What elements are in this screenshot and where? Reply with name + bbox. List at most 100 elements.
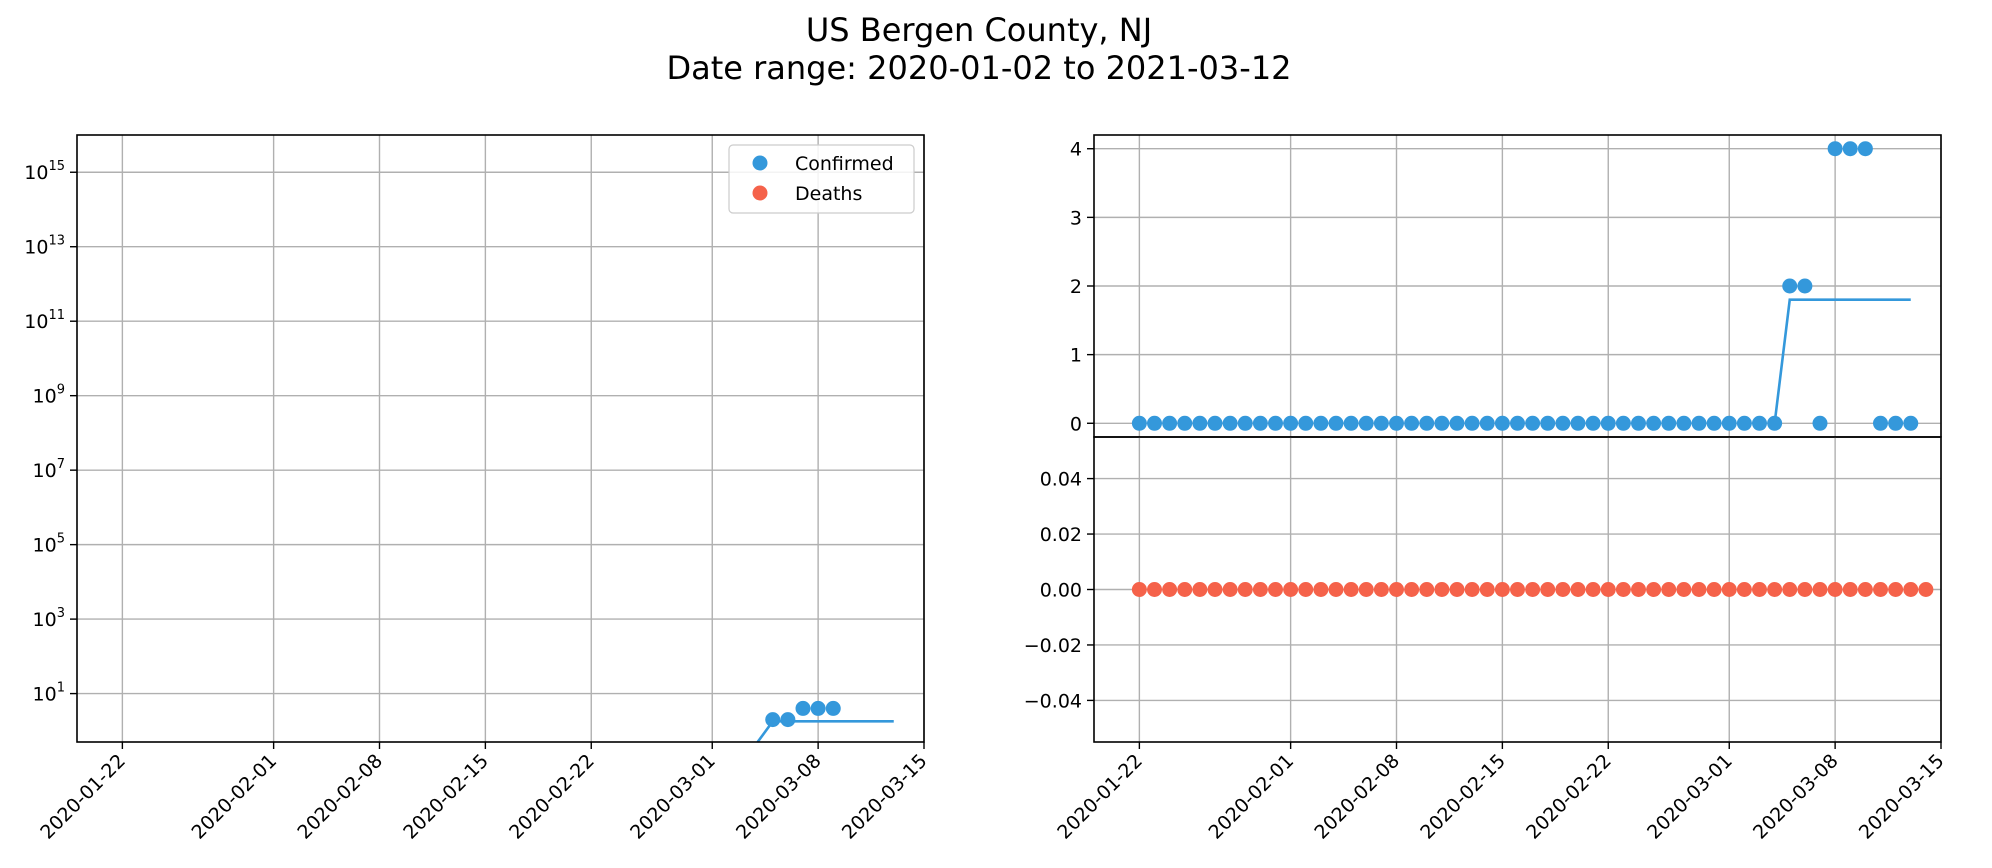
deaths-point [1857, 582, 1873, 597]
deaths-point [1555, 582, 1571, 597]
y-tick-label: 0.00 [1040, 580, 1082, 602]
deaths-point [1252, 582, 1268, 597]
deaths-point [1222, 582, 1238, 597]
confirmed-point [1207, 415, 1223, 431]
confirmed-point [1782, 278, 1798, 294]
confirmed-point [1525, 415, 1541, 431]
deaths-point [1343, 582, 1359, 597]
x-tick-label: 2020-03-01 [626, 750, 720, 844]
y-tick-label: 1 [1070, 345, 1082, 367]
deaths-point [1328, 582, 1344, 597]
confirmed-point [1903, 415, 1919, 431]
y-tick-label: 105 [33, 532, 65, 557]
x-tick-label: 2020-03-15 [838, 750, 932, 844]
confirmed-point [810, 700, 826, 716]
confirmed-point [1419, 415, 1435, 431]
confirmed-point [1162, 415, 1178, 431]
confirmed-point [765, 712, 781, 728]
deaths-point [1389, 582, 1404, 597]
x-tick-label: 2020-03-08 [732, 750, 826, 844]
deaths-point [1918, 582, 1934, 597]
confirmed-point [1873, 415, 1888, 431]
legend-marker-deaths [752, 185, 768, 201]
y-tick-label: −0.04 [1024, 690, 1082, 712]
x-tick-label: 2020-02-15 [1416, 750, 1510, 844]
confirmed-point [1313, 415, 1329, 431]
x-tick-label: 2020-01-22 [1053, 750, 1147, 844]
deaths-point [1419, 582, 1435, 597]
confirmed-point [1252, 415, 1268, 431]
deaths-point [1888, 582, 1904, 597]
deaths-point [1283, 582, 1299, 597]
confirmed-point [1752, 415, 1767, 431]
x-tick-label: 2020-03-08 [1749, 750, 1843, 844]
confirmed-point [1283, 415, 1299, 431]
confirmed-point [1358, 415, 1374, 431]
confirmed-point [1857, 141, 1873, 157]
y-tick-label: 1013 [24, 234, 65, 259]
deaths-point [1147, 582, 1162, 597]
x-tick-label: 2020-01-22 [36, 750, 130, 844]
legend-label-confirmed: Confirmed [795, 153, 894, 175]
deaths-point [1449, 582, 1465, 597]
y-tick-label: −0.02 [1024, 635, 1082, 657]
confirmed-point [1631, 415, 1646, 431]
confirmed-point [1570, 415, 1586, 431]
confirmed-point [1691, 415, 1707, 431]
y-tick-label: 101 [33, 681, 65, 706]
deaths-point [1873, 582, 1888, 597]
confirmed-point [1827, 141, 1843, 157]
confirmed-point [1237, 415, 1253, 431]
legend-box [728, 144, 915, 214]
confirmed-point [1676, 415, 1692, 431]
deaths-point [1706, 582, 1722, 597]
deaths-point [1842, 582, 1858, 597]
confirmed-point [1555, 415, 1571, 431]
confirmed-point [1797, 278, 1813, 294]
confirmed-point [1706, 415, 1722, 431]
deaths-point [1721, 582, 1737, 597]
y-tick-label: 103 [33, 606, 65, 631]
deaths-point [1162, 582, 1178, 597]
deaths-point [1540, 582, 1556, 597]
deaths-point [1525, 582, 1541, 597]
deaths-point [1570, 582, 1586, 597]
deaths-point [1207, 582, 1223, 597]
y-tick-label: 3 [1070, 207, 1082, 229]
confirmed-point [1479, 415, 1495, 431]
y-tick-label: 1011 [24, 308, 65, 333]
x-tick-label: 2020-02-08 [1310, 750, 1404, 844]
y-tick-label: 4 [1070, 139, 1082, 161]
deaths-point [1177, 582, 1193, 597]
figure-date-range: Date range: 2020-01-02 to 2021-03-12 [666, 49, 1291, 87]
confirmed-point [1510, 415, 1525, 431]
left-plot-frame [76, 134, 925, 743]
chart-legend: Confirmed Deaths [728, 144, 915, 214]
deaths-point [1797, 582, 1813, 597]
deaths-point [1691, 582, 1707, 597]
deaths-point [1827, 582, 1843, 597]
deaths-point [1479, 582, 1495, 597]
x-tick-label: 2020-02-22 [1522, 750, 1616, 844]
deaths-point [1631, 582, 1646, 597]
deaths-point [1464, 582, 1480, 597]
x-tick-label: 2020-02-01 [188, 750, 282, 844]
deaths-point [1767, 582, 1783, 597]
confirmed-point [1373, 415, 1389, 431]
x-tick-label: 2020-02-22 [505, 750, 599, 844]
confirmed-point [1661, 415, 1677, 431]
confirmed-point [1767, 415, 1783, 431]
confirmed-point [1268, 415, 1283, 431]
deaths-point [1615, 582, 1631, 597]
x-tick-label: 2020-03-15 [1855, 750, 1949, 844]
deaths-point [1661, 582, 1677, 597]
deaths-point [1373, 582, 1389, 597]
deaths-point [1404, 582, 1420, 597]
right-top-confirmed-chart: 0 1 2 3 4 [1070, 134, 1942, 438]
y-tick-label: 1015 [24, 159, 65, 184]
confirmed-point [825, 700, 841, 716]
confirmed-point [1449, 415, 1465, 431]
confirmed-point [1434, 415, 1450, 431]
deaths-point [1676, 582, 1692, 597]
figure-title: US Bergen County, NJ [806, 11, 1152, 49]
